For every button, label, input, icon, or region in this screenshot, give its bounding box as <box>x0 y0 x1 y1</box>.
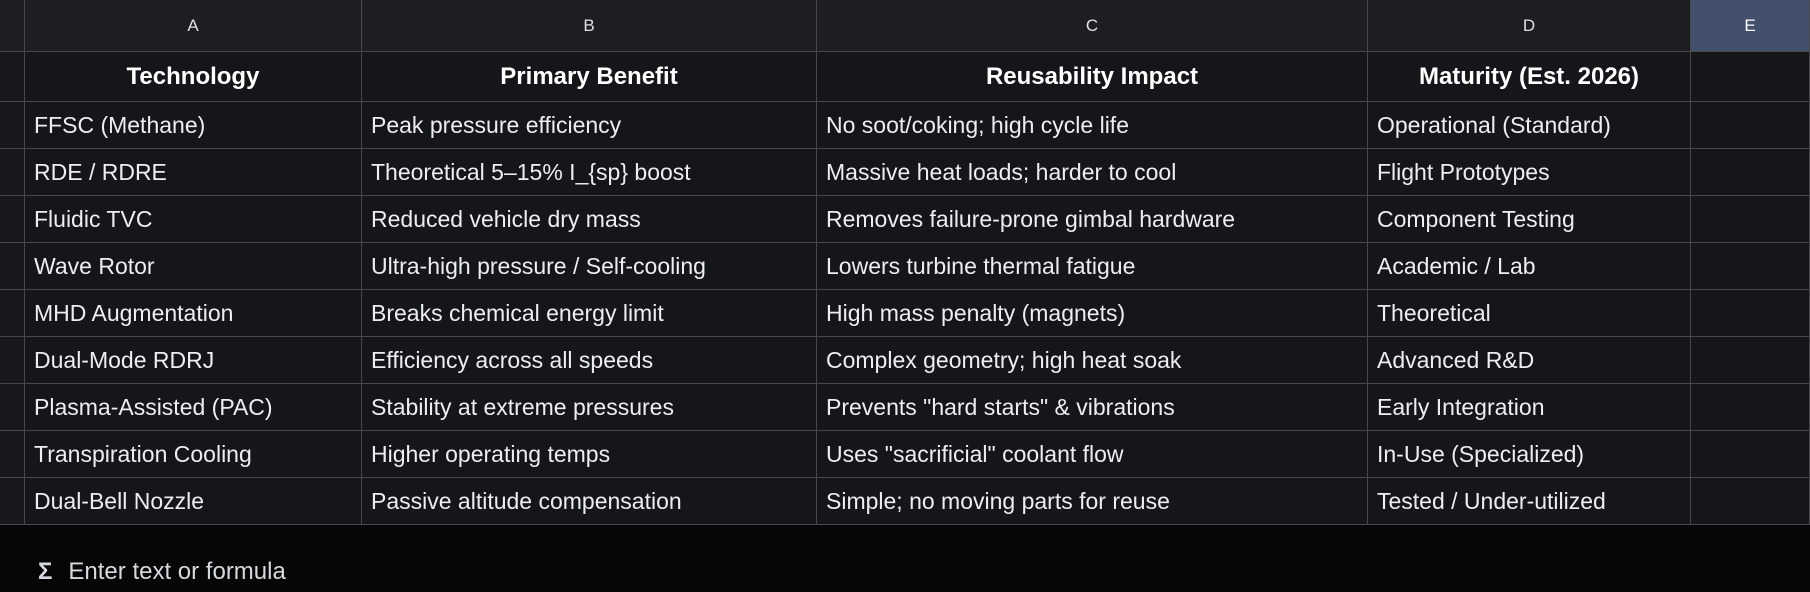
row-gutter[interactable] <box>0 102 25 149</box>
column-header-a[interactable]: A <box>25 0 362 52</box>
cell[interactable]: Early Integration <box>1368 384 1691 431</box>
cell[interactable]: Simple; no moving parts for reuse <box>817 478 1368 525</box>
row-gutter[interactable] <box>0 290 25 337</box>
cell[interactable]: Complex geometry; high heat soak <box>817 337 1368 384</box>
empty-cell[interactable] <box>1691 431 1810 478</box>
header-cell-technology[interactable]: Technology <box>25 52 362 102</box>
spreadsheet: A B C D E Technology Primary Benefit Reu… <box>0 0 1810 525</box>
header-cell-reusability-impact[interactable]: Reusability Impact <box>817 52 1368 102</box>
empty-cell[interactable] <box>1691 149 1810 196</box>
row-gutter[interactable] <box>0 384 25 431</box>
cell[interactable]: Higher operating temps <box>362 431 817 478</box>
cell[interactable]: Prevents "hard starts" & vibrations <box>817 384 1368 431</box>
corner-cell[interactable] <box>0 0 25 52</box>
column-header-c[interactable]: C <box>817 0 1368 52</box>
header-cell-primary-benefit[interactable]: Primary Benefit <box>362 52 817 102</box>
cell[interactable]: Academic / Lab <box>1368 243 1691 290</box>
cell[interactable]: Wave Rotor <box>25 243 362 290</box>
cell[interactable]: Reduced vehicle dry mass <box>362 196 817 243</box>
cell[interactable]: Uses "sacrificial" coolant flow <box>817 431 1368 478</box>
header-cell-maturity[interactable]: Maturity (Est. 2026) <box>1368 52 1691 102</box>
row-gutter[interactable] <box>0 149 25 196</box>
cell[interactable]: Efficiency across all speeds <box>362 337 817 384</box>
cell[interactable]: Massive heat loads; harder to cool <box>817 149 1368 196</box>
cell[interactable]: Fluidic TVC <box>25 196 362 243</box>
empty-cell[interactable] <box>1691 52 1810 102</box>
cell[interactable]: Removes failure-prone gimbal hardware <box>817 196 1368 243</box>
empty-cell[interactable] <box>1691 337 1810 384</box>
sheet-body: FFSC (Methane) Peak pressure efficiency … <box>0 102 1810 525</box>
cell[interactable]: No soot/coking; high cycle life <box>817 102 1368 149</box>
table-row: MHD Augmentation Breaks chemical energy … <box>0 290 1810 337</box>
empty-cell[interactable] <box>1691 196 1810 243</box>
cell[interactable]: Ultra-high pressure / Self-cooling <box>362 243 817 290</box>
table-row: Plasma-Assisted (PAC) Stability at extre… <box>0 384 1810 431</box>
column-header-d[interactable]: D <box>1368 0 1691 52</box>
cell[interactable]: Tested / Under-utilized <box>1368 478 1691 525</box>
cell[interactable]: Advanced R&D <box>1368 337 1691 384</box>
table-row: RDE / RDRE Theoretical 5–15% I_{sp} boos… <box>0 149 1810 196</box>
row-gutter[interactable] <box>0 337 25 384</box>
empty-cell[interactable] <box>1691 384 1810 431</box>
column-header-b[interactable]: B <box>362 0 817 52</box>
cell[interactable]: Peak pressure efficiency <box>362 102 817 149</box>
table-row: Fluidic TVC Reduced vehicle dry mass Rem… <box>0 196 1810 243</box>
cell[interactable]: Dual-Mode RDRJ <box>25 337 362 384</box>
row-gutter[interactable] <box>0 52 25 102</box>
row-gutter[interactable] <box>0 431 25 478</box>
cell[interactable]: Theoretical <box>1368 290 1691 337</box>
empty-cell[interactable] <box>1691 478 1810 525</box>
cell[interactable]: Component Testing <box>1368 196 1691 243</box>
sum-function-icon[interactable]: Σ <box>38 558 53 585</box>
cell[interactable]: Stability at extreme pressures <box>362 384 817 431</box>
formula-bar[interactable]: Σ Enter text or formula <box>0 552 1810 592</box>
row-gutter[interactable] <box>0 243 25 290</box>
cell[interactable]: Operational (Standard) <box>1368 102 1691 149</box>
table-row: Wave Rotor Ultra-high pressure / Self-co… <box>0 243 1810 290</box>
cell[interactable]: Passive altitude compensation <box>362 478 817 525</box>
table-row: Dual-Mode RDRJ Efficiency across all spe… <box>0 337 1810 384</box>
cell[interactable]: In-Use (Specialized) <box>1368 431 1691 478</box>
table-row: FFSC (Methane) Peak pressure efficiency … <box>0 102 1810 149</box>
cell[interactable]: Dual-Bell Nozzle <box>25 478 362 525</box>
cell[interactable]: Transpiration Cooling <box>25 431 362 478</box>
cell[interactable]: Lowers turbine thermal fatigue <box>817 243 1368 290</box>
cell[interactable]: High mass penalty (magnets) <box>817 290 1368 337</box>
cell[interactable]: Plasma-Assisted (PAC) <box>25 384 362 431</box>
empty-cell[interactable] <box>1691 290 1810 337</box>
row-gutter[interactable] <box>0 478 25 525</box>
cell[interactable]: Theoretical 5–15% I_{sp} boost <box>362 149 817 196</box>
table-header-row: Technology Primary Benefit Reusability I… <box>0 52 1810 102</box>
cell[interactable]: Breaks chemical energy limit <box>362 290 817 337</box>
table-row: Transpiration Cooling Higher operating t… <box>0 431 1810 478</box>
formula-input-hint[interactable]: Enter text or formula <box>68 558 286 585</box>
column-header-row: A B C D E <box>0 0 1810 52</box>
cell[interactable]: MHD Augmentation <box>25 290 362 337</box>
cell[interactable]: FFSC (Methane) <box>25 102 362 149</box>
cell[interactable]: RDE / RDRE <box>25 149 362 196</box>
empty-cell[interactable] <box>1691 243 1810 290</box>
row-gutter[interactable] <box>0 196 25 243</box>
table-row: Dual-Bell Nozzle Passive altitude compen… <box>0 478 1810 525</box>
column-header-e[interactable]: E <box>1691 0 1810 52</box>
cell[interactable]: Flight Prototypes <box>1368 149 1691 196</box>
empty-cell[interactable] <box>1691 102 1810 149</box>
